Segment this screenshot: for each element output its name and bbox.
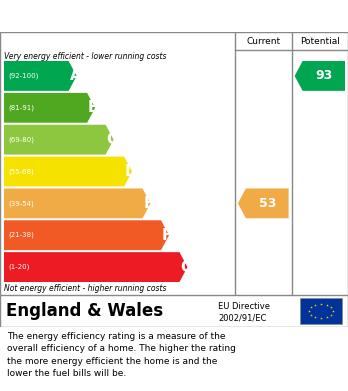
Polygon shape (4, 220, 169, 250)
Polygon shape (4, 61, 77, 91)
Polygon shape (238, 188, 288, 218)
Polygon shape (295, 61, 345, 91)
Text: Current: Current (246, 36, 280, 45)
Polygon shape (4, 156, 132, 187)
Text: (39-54): (39-54) (8, 200, 34, 206)
Text: Potential: Potential (300, 36, 340, 45)
Text: (69-80): (69-80) (8, 136, 34, 143)
Text: D: D (125, 164, 138, 179)
Polygon shape (4, 188, 151, 218)
Text: The energy efficiency rating is a measure of the
overall efficiency of a home. T: The energy efficiency rating is a measur… (7, 332, 236, 378)
Text: Energy Efficiency Rating: Energy Efficiency Rating (69, 9, 279, 23)
Text: G: G (181, 260, 193, 274)
Text: 93: 93 (315, 70, 332, 83)
Text: E: E (143, 196, 154, 211)
Text: (81-91): (81-91) (8, 104, 34, 111)
Text: England & Wales: England & Wales (6, 302, 163, 320)
Text: (1-20): (1-20) (8, 264, 29, 270)
Text: Very energy efficient - lower running costs: Very energy efficient - lower running co… (4, 52, 166, 61)
Text: Not energy efficient - higher running costs: Not energy efficient - higher running co… (4, 284, 166, 293)
Text: EU Directive: EU Directive (218, 302, 270, 311)
Polygon shape (4, 93, 95, 123)
Text: F: F (162, 228, 172, 243)
Text: B: B (88, 100, 100, 115)
Text: C: C (106, 132, 118, 147)
Polygon shape (4, 125, 113, 154)
Text: (92-100): (92-100) (8, 73, 38, 79)
Text: 53: 53 (259, 197, 276, 210)
Text: (55-68): (55-68) (8, 168, 34, 175)
Text: 2002/91/EC: 2002/91/EC (218, 314, 266, 323)
Polygon shape (4, 252, 188, 282)
Text: A: A (70, 68, 81, 83)
Bar (300, 298, 342, 324)
Text: (21-38): (21-38) (8, 232, 34, 239)
